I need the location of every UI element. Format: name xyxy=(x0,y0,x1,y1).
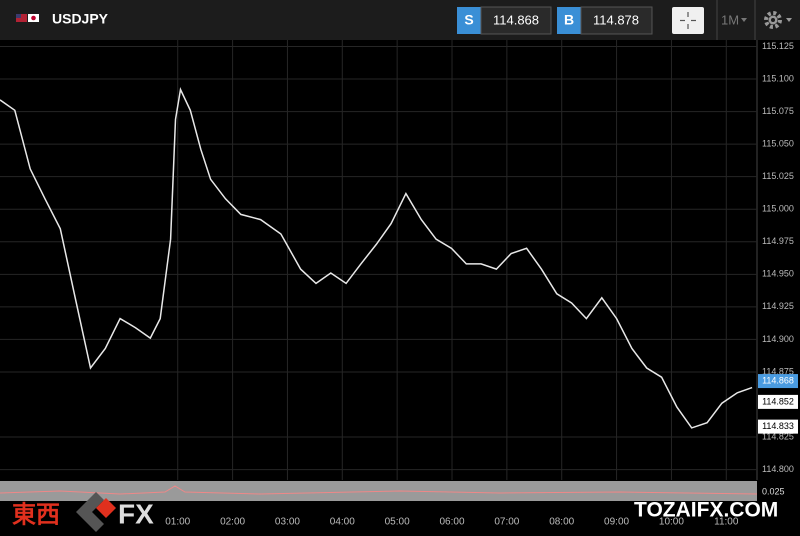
oscillator-label: 0.025 xyxy=(762,486,785,496)
price-tag xyxy=(758,394,798,409)
watermark-site: TOZAIFX.COM xyxy=(634,499,778,522)
price-line xyxy=(0,87,753,429)
timeframe-caret xyxy=(741,18,747,22)
oscillator-line xyxy=(0,485,758,495)
crosshair-button[interactable] xyxy=(672,7,704,34)
crosshair-icon xyxy=(680,12,696,29)
x-tick-label: 07:00 xyxy=(494,517,519,528)
sell-label: S xyxy=(464,12,473,28)
sell-button[interactable] xyxy=(457,7,481,34)
sell-price: 114.868 xyxy=(493,12,539,27)
sell-price-box[interactable] xyxy=(480,6,552,35)
watermark-logo xyxy=(76,492,116,532)
y-tick-label: 115.000 xyxy=(762,204,794,214)
price-tag xyxy=(758,374,798,389)
x-tick-label: 04:00 xyxy=(330,517,355,528)
buy-label: B xyxy=(564,12,574,28)
buy-button[interactable] xyxy=(557,7,581,34)
price-tag-label: 114.852 xyxy=(762,396,794,406)
x-tick-label: 11:00 xyxy=(714,517,739,528)
plot-area: 114.800 114.825 114.875 114.900 114.925 114.9… xyxy=(0,40,798,480)
timeframe[interactable]: 1M xyxy=(721,12,739,27)
y-tick-label: 114.950 xyxy=(762,269,794,279)
y-tick-label: 115.125 xyxy=(762,41,794,51)
y-tick-label: 114.875 xyxy=(762,366,794,376)
x-tick-label: 09:00 xyxy=(604,517,629,528)
x-tick-label: 08:00 xyxy=(549,517,574,528)
y-tick-label: 114.800 xyxy=(762,464,794,474)
x-tick-label: 01:00 xyxy=(165,517,190,528)
watermark-cjk: 東西 xyxy=(12,501,60,528)
x-tick-label: 02:00 xyxy=(220,517,245,528)
price-tag-label: 114.868 xyxy=(762,375,794,385)
y-tick-label: 115.050 xyxy=(762,139,794,149)
buy-price: 114.878 xyxy=(593,12,639,27)
y-tick-label: 114.925 xyxy=(762,301,794,311)
y-tick-label: 114.900 xyxy=(762,334,794,344)
y-tick-label: 114.825 xyxy=(762,431,794,441)
price-tag xyxy=(758,419,798,434)
x-tick-label: 03:00 xyxy=(275,517,300,528)
toolbar xyxy=(0,0,800,40)
y-tick-label: 115.025 xyxy=(762,171,794,181)
y-tick-label: 114.975 xyxy=(762,236,794,246)
price-tag-label: 114.833 xyxy=(762,421,794,431)
settings-icon[interactable] xyxy=(764,11,792,29)
x-tick-label: 10:00 xyxy=(659,517,684,528)
flag xyxy=(16,14,39,22)
symbol: USDJPY xyxy=(52,11,109,27)
x-tick-label: 06:00 xyxy=(439,517,464,528)
x-tick-label: 05:00 xyxy=(385,517,410,528)
watermark-fx: FX xyxy=(118,498,154,529)
buy-price-box[interactable] xyxy=(580,6,653,35)
y-tick-label: 115.100 xyxy=(762,73,794,83)
y-tick-label: 115.075 xyxy=(762,106,794,116)
